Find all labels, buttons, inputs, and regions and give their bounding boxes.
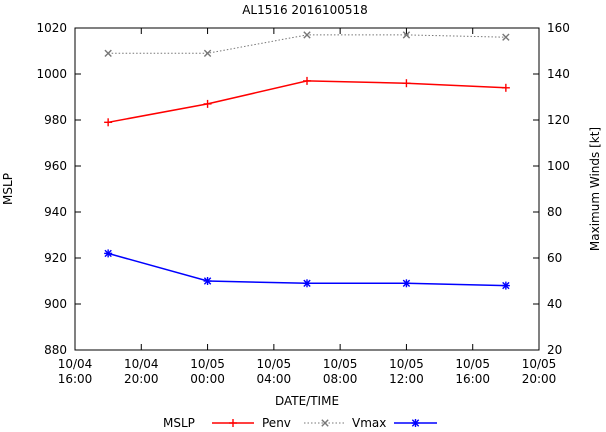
legend: MSLP Penv Vmax (163, 416, 437, 430)
series-1-point (303, 31, 311, 39)
series-1-point (502, 33, 510, 41)
x-axis: 10/04 16:00 10/04 20:00 10/05 00:00 10/05 04:00… (58, 28, 557, 386)
series-1-point (402, 31, 411, 39)
right-tick-label: 120 (547, 113, 570, 127)
legend-title: MSLP (163, 416, 195, 430)
series-1-point (104, 49, 112, 57)
series-layer (104, 31, 510, 290)
series-0-point (104, 118, 113, 127)
x-tick-label: 10/04 20:00 (124, 357, 159, 386)
right-tick-label: 140 (547, 67, 570, 81)
legend-label-0: Penv (262, 416, 291, 430)
right-tick-label: 20 (547, 343, 562, 357)
series-0-point (501, 83, 510, 92)
x-tick-label: 10/05 08:00 (323, 357, 358, 386)
left-tick-label: 1000 (36, 67, 67, 81)
right-tick-label: 100 (547, 159, 570, 173)
series-line-1 (108, 34, 506, 54)
right-tick-label: 80 (547, 205, 562, 219)
right-y-axis: 20 40 60 80 100 120 140 160 (533, 21, 570, 357)
series-2-point (104, 249, 113, 258)
series-2-point (402, 279, 411, 288)
series-2-point (501, 281, 510, 290)
right-axis-label: Maximum Winds [kt] (588, 127, 602, 251)
left-tick-label: 940 (44, 205, 67, 219)
left-tick-label: 1020 (36, 21, 67, 35)
right-tick-label: 160 (547, 21, 570, 35)
x-axis-label: DATE/TIME (275, 394, 339, 408)
series-2-point (203, 277, 212, 285)
plot-frame (74, 27, 540, 351)
left-axis-label: MSLP (1, 173, 15, 205)
legend-marker-2 (411, 419, 420, 427)
left-tick-label: 880 (44, 343, 67, 357)
legend-label-1: Vmax (352, 416, 386, 430)
x-tick-label: 10/05 00:00 (190, 357, 225, 386)
left-tick-label: 960 (44, 159, 67, 173)
left-tick-label: 900 (44, 297, 67, 311)
x-tick-label: 10/04 16:00 (58, 357, 93, 386)
left-y-axis: 880 900 920 940 960 980 1000 1020 (36, 21, 539, 357)
series-0-point (402, 79, 411, 88)
right-tick-label: 60 (547, 251, 562, 265)
chart-title: AL1516 2016100518 (242, 3, 368, 17)
series-line-0 (108, 80, 506, 124)
left-tick-label: 920 (44, 251, 67, 265)
left-tick-label: 980 (44, 113, 67, 127)
series-2-point (303, 279, 311, 288)
x-tick-label: 10/05 20:00 (522, 357, 557, 386)
x-tick-label: 10/05 04:00 (257, 357, 292, 386)
right-tick-label: 40 (547, 297, 562, 311)
series-1-point (203, 49, 212, 57)
x-tick-label: 10/05 12:00 (389, 357, 424, 386)
x-tick-label: 10/05 16:00 (455, 357, 490, 386)
legend-marker-0 (229, 419, 237, 427)
series-0-point (303, 76, 311, 85)
series-0-point (203, 99, 212, 108)
legend-marker-1 (321, 419, 329, 427)
